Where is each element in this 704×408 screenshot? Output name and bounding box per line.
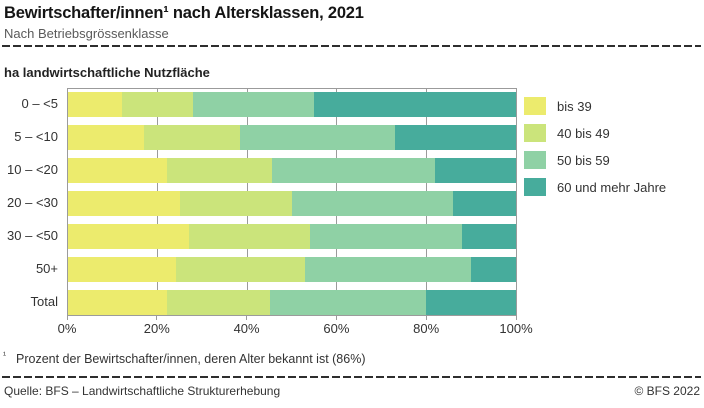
- category-label: Total: [30, 294, 58, 309]
- legend-label: 50 bis 59: [557, 152, 610, 168]
- bar-segment: [462, 224, 516, 249]
- bar-segment: [68, 224, 189, 249]
- bar-segment: [68, 125, 145, 150]
- bar-row: [68, 290, 516, 315]
- category-label: 0 – <5: [21, 96, 58, 111]
- bar-segment: [188, 224, 310, 249]
- bar-segment: [471, 257, 516, 282]
- x-tick-label: 20%: [143, 321, 170, 336]
- x-tick-label: 100%: [499, 321, 533, 336]
- bar-segment: [309, 224, 463, 249]
- legend-item: 50 bis 59: [524, 151, 666, 169]
- legend-label: bis 39: [557, 98, 592, 114]
- bar-segment: [175, 257, 306, 282]
- axis-tick: [515, 316, 517, 320]
- x-tick-label: 80%: [413, 321, 440, 336]
- bar-segment: [166, 290, 270, 315]
- axis-tick: [66, 316, 68, 320]
- plot-area: [67, 88, 517, 316]
- axis-tick: [246, 316, 248, 320]
- axis-tick: [156, 316, 158, 320]
- legend-swatch: [524, 151, 546, 169]
- legend-swatch: [524, 124, 546, 142]
- legend-swatch: [524, 97, 546, 115]
- legend-swatch: [524, 178, 546, 196]
- bar-row: [68, 257, 516, 282]
- bar-segment: [435, 158, 516, 183]
- bar-segment: [453, 191, 516, 216]
- copyright-label: © BFS 2022: [634, 384, 700, 398]
- footnote-marker: ¹: [3, 350, 6, 360]
- bar-segment: [305, 257, 472, 282]
- x-tick-label: 0%: [57, 321, 77, 336]
- legend-item: bis 39: [524, 97, 666, 115]
- legend-item: 40 bis 49: [524, 124, 666, 142]
- axis-tick: [425, 316, 427, 320]
- x-tick-label: 60%: [323, 321, 350, 336]
- bar-segment: [144, 125, 241, 150]
- page-subtitle: Nach Betriebsgrössenklasse: [4, 26, 169, 41]
- legend-label: 60 und mehr Jahre: [557, 179, 667, 195]
- axis-title: ha landwirtschaftliche Nutzfläche: [4, 65, 210, 80]
- category-label: 50+: [35, 261, 58, 276]
- bar-segment: [314, 92, 516, 117]
- legend: bis 39 40 bis 49 50 bis 59 60 und mehr Jahr…: [524, 97, 666, 205]
- bar-segment: [68, 92, 122, 117]
- category-label: 30 – <50: [7, 228, 58, 243]
- category-label: 5 – <10: [14, 129, 58, 144]
- bar-segment: [269, 290, 427, 315]
- footnote: ¹ Prozent der Bewirtschafter/innen, deren…: [3, 350, 366, 366]
- bar-row: [68, 92, 516, 117]
- bar-segment: [121, 92, 194, 117]
- header-divider: [2, 45, 701, 47]
- bar-segment: [68, 191, 180, 216]
- bar-segment: [68, 257, 176, 282]
- category-label: 10 – <20: [7, 162, 58, 177]
- bar-segment: [193, 92, 315, 117]
- legend-label: 40 bis 49: [557, 125, 610, 141]
- bar-row: [68, 224, 516, 249]
- bar-segment: [240, 125, 396, 150]
- bar-segment: [426, 290, 516, 315]
- bar-row: [68, 125, 516, 150]
- bar-segment: [271, 158, 436, 183]
- x-tick-label: 40%: [233, 321, 260, 336]
- axis-tick: [335, 316, 337, 320]
- bar-row: [68, 191, 516, 216]
- bar-segment: [68, 158, 167, 183]
- legend-item: 60 und mehr Jahre: [524, 178, 666, 196]
- footnote-text: Prozent der Bewirtschafter/innen, deren …: [16, 352, 366, 366]
- page-title: Bewirtschafter/innen¹ nach Altersklassen…: [4, 4, 364, 22]
- source-label: Quelle: BFS – Landwirtschaftliche Strukt…: [4, 384, 281, 398]
- bar-row: [68, 158, 516, 183]
- bar-segment: [292, 191, 454, 216]
- bar-segment: [395, 125, 516, 150]
- category-label: 20 – <30: [7, 195, 58, 210]
- bar-segment: [180, 191, 292, 216]
- footer-divider: [2, 376, 701, 378]
- bar-segment: [166, 158, 272, 183]
- bar-segment: [68, 290, 167, 315]
